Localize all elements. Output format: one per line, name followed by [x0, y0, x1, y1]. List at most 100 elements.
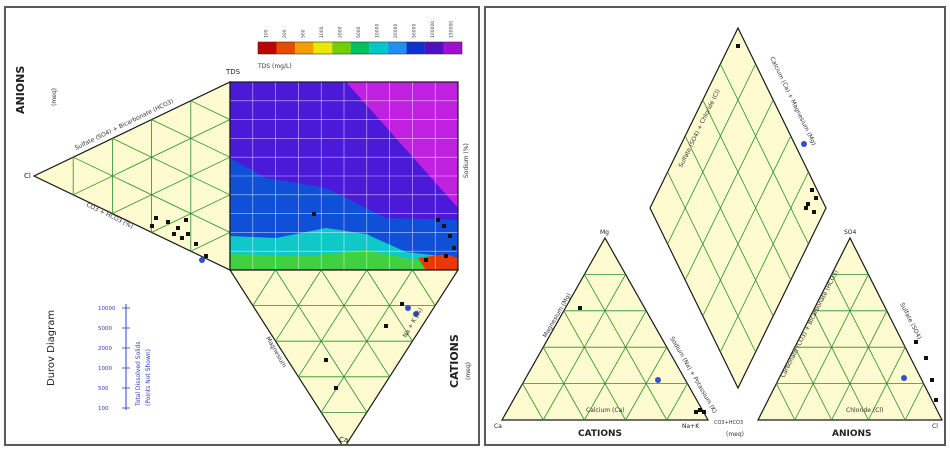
- sample-point: [804, 206, 808, 210]
- corner-label-bottom: Ca: [339, 436, 348, 444]
- diamond-grid: [667, 63, 809, 353]
- colorbar-cell: [295, 42, 314, 54]
- anion-triangle-grid: [776, 273, 924, 421]
- sample-point: [578, 306, 582, 310]
- colorbar-tick-label: 500: [300, 29, 306, 38]
- grid-line: [252, 269, 276, 306]
- sample-point: [186, 232, 190, 236]
- sample-point-blue: [801, 141, 807, 147]
- durov-title: Durov Diagram: [46, 310, 57, 386]
- grid-line: [666, 383, 688, 421]
- colorbar-tick-label: 100: [263, 29, 269, 38]
- apex-cl: Cl: [932, 423, 938, 430]
- grid-line: [298, 269, 368, 378]
- colorbar-tick-label: 1000: [319, 26, 325, 38]
- anions-label: ANIONS: [14, 66, 27, 114]
- colorbar-tick-label: 150000: [449, 21, 455, 38]
- anion-triangle: [757, 236, 943, 421]
- sample-point: [914, 340, 918, 344]
- apex-na: Na+K: [682, 423, 700, 430]
- sample-point: [814, 196, 818, 200]
- grid-line: [720, 63, 809, 245]
- sample-point: [812, 210, 816, 214]
- sample-point: [384, 324, 388, 328]
- colorbar-cell: [332, 42, 351, 54]
- colorbar-cell: [443, 42, 462, 54]
- cations-label: CATIONS: [578, 429, 622, 439]
- colorbar-tick-label: 200: [282, 29, 288, 38]
- left-bottom-label: Calcium (Ca): [586, 407, 625, 414]
- grid-line: [831, 310, 888, 421]
- anions-label: ANIONS: [832, 429, 872, 439]
- colorbar-tick-label: 10000: [375, 24, 381, 38]
- grid-line: [667, 63, 756, 245]
- apex-mg: Mg: [600, 229, 609, 236]
- sample-point: [312, 212, 316, 216]
- colorbar-tick-label: 100000: [430, 21, 436, 38]
- colorbar-cell: [369, 42, 388, 54]
- bottom-small-label: CO3+HCO3: [714, 420, 743, 426]
- colorbar-tick-label: 2000: [337, 26, 343, 38]
- durov-square: [229, 81, 459, 271]
- right-axis-label: Sodium (%): [463, 143, 470, 178]
- colorbar-cell: [406, 42, 425, 54]
- sample-point: [442, 224, 446, 228]
- square-grid: [230, 82, 458, 270]
- piper-sample-points: [578, 44, 938, 414]
- colorbar-cell: [276, 42, 296, 54]
- legend-tick-label: 2000: [98, 346, 112, 352]
- sample-point: [736, 44, 740, 48]
- grid-line: [684, 99, 774, 281]
- piper-diagram-panel: Magnesium (Mg) Calcium (Ca) Sodium (Na) …: [484, 6, 946, 446]
- grid-line: [190, 232, 231, 252]
- colorbar-outline: [257, 41, 463, 55]
- sample-point: [204, 254, 208, 258]
- cation-triangle: [228, 269, 460, 444]
- cation-triangle: [500, 236, 710, 421]
- grid-line: [904, 383, 924, 421]
- sample-point: [172, 232, 176, 236]
- grid-line: [112, 156, 231, 214]
- grid-line: [702, 99, 792, 281]
- legend-title: Total Dissolved Solids: [135, 341, 142, 407]
- colorbar-tick-label: 20000: [393, 24, 399, 38]
- grid-line: [702, 135, 792, 317]
- durov-diagram-panel: 100 200 500 1000 2000 5000 10000 20000 50000 1000…: [4, 6, 480, 446]
- sample-point: [194, 242, 198, 246]
- tds-band-pink: [346, 82, 458, 208]
- apex-ca: Ca: [494, 423, 502, 430]
- grid-line: [667, 171, 756, 353]
- colorbar-tick-label: 50000: [412, 24, 418, 38]
- grid-line: [720, 171, 809, 353]
- legend-tick-label: 500: [98, 386, 109, 392]
- sample-point: [176, 226, 180, 230]
- corner-label-top: TDS: [225, 68, 241, 76]
- legend-tick-label: 10000: [98, 306, 116, 312]
- tds-legend: 10000 5000 2000 1000 500 100 Total Dissolved …: [98, 304, 152, 412]
- legend-tick-label: 1000: [98, 366, 112, 372]
- sample-point: [334, 386, 338, 390]
- legend-tick-label: 100: [98, 406, 109, 412]
- tds-colorbar: 100 200 500 1000 2000 5000 10000 20000 50000 1000…: [257, 21, 463, 70]
- durov-sample-points: [150, 212, 456, 390]
- sample-point: [930, 378, 934, 382]
- sample-point: [934, 398, 938, 402]
- sample-point: [806, 202, 810, 206]
- colorbar-cell: [350, 42, 370, 54]
- grid-line: [275, 269, 368, 413]
- cations-sublabel: (meq): [465, 362, 472, 380]
- sample-point: [452, 246, 456, 250]
- grid-line: [73, 156, 231, 233]
- durov-diagram-svg: 100 200 500 1000 2000 5000 10000 20000 50000 1000…: [14, 21, 472, 444]
- right-tri-right-label: Sulfate (SO4): [898, 302, 922, 341]
- cations-label: CATIONS: [448, 334, 461, 388]
- sample-point: [154, 216, 158, 220]
- grid-line: [73, 119, 231, 196]
- grid-line: [812, 310, 869, 421]
- grid-line: [190, 100, 231, 120]
- colorbar-tick-label: 5000: [356, 26, 362, 38]
- sample-point: [424, 258, 428, 262]
- cation-triangle-grid: [522, 273, 688, 421]
- sample-point-blue: [405, 305, 411, 311]
- sample-point: [324, 358, 328, 362]
